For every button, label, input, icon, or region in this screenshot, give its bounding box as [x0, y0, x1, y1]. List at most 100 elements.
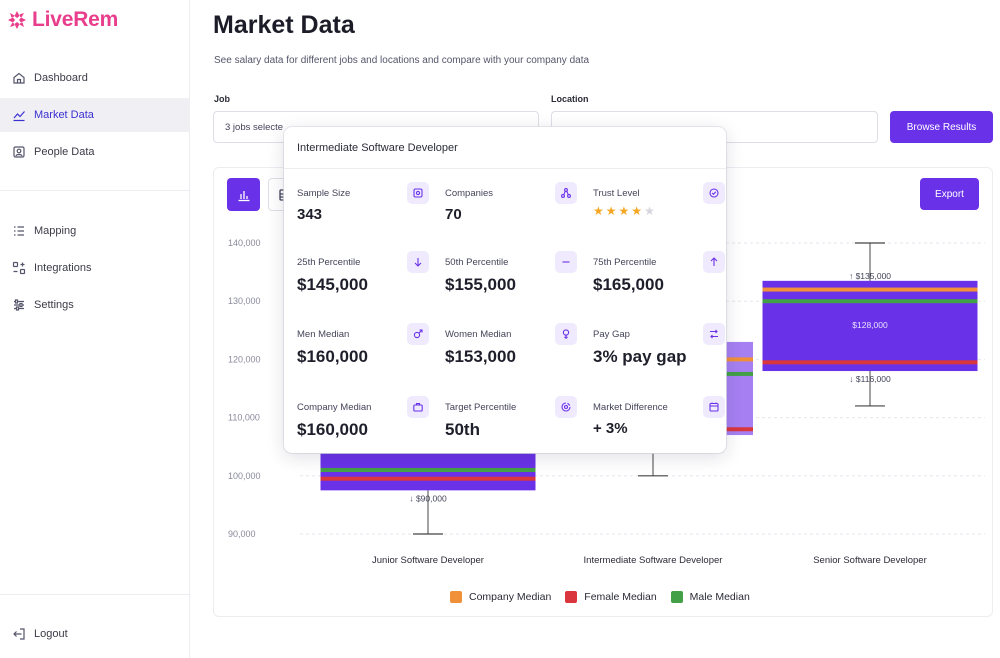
stat-label: 25th Percentile [297, 257, 361, 268]
list-icon [12, 224, 26, 238]
stat-75th-percentile: 75th Percentile $165,000 [593, 251, 725, 295]
stat-label: 50th Percentile [445, 257, 509, 268]
sidebar-item-settings[interactable]: Settings [0, 288, 190, 322]
stat-value: $155,000 [445, 275, 516, 294]
stat-50th-percentile: 50th Percentile $155,000 [445, 251, 577, 295]
star-filled-icon: ★ [593, 204, 604, 218]
box-3 [762, 280, 978, 372]
box-icon [407, 182, 429, 204]
sidebar-item-people-data[interactable]: People Data [0, 135, 190, 169]
secondary-nav: Mapping Integrations Settings [0, 214, 190, 325]
sidebar-item-label: Integrations [34, 262, 92, 274]
stat-pay-gap: Pay Gap 3% pay gap [593, 323, 725, 367]
stat-value: $145,000 [297, 275, 368, 294]
arrow-down-icon [407, 251, 429, 273]
legend-item-male-median[interactable]: Male Median [670, 591, 750, 603]
tooltip-divider [284, 168, 726, 169]
sidebar-item-market-data[interactable]: Market Data [0, 98, 190, 132]
stat-target-percentile: Target Percentile 50th [445, 396, 577, 440]
sidebar-item-label: People Data [34, 146, 95, 158]
x-category-label: Intermediate Software Developer [584, 555, 723, 566]
sidebar-item-integrations[interactable]: Integrations [0, 251, 190, 285]
sidebar-item-dashboard[interactable]: Dashboard [0, 61, 190, 95]
page-title: Market Data [213, 11, 355, 39]
export-button[interactable]: Export [920, 178, 979, 210]
legend-swatch [670, 591, 683, 603]
stat-value: 3% pay gap [593, 347, 687, 366]
primary-nav: Dashboard Market Data People Data [0, 61, 190, 172]
network-icon [555, 182, 577, 204]
y-tick-label: 120,000 [228, 354, 261, 364]
star-filled-icon: ★ [631, 204, 643, 218]
logout-nav: Logout [0, 617, 190, 654]
job-label: Job [214, 94, 231, 104]
male-icon [407, 323, 429, 345]
stats-tooltip: Intermediate Software Developer Sample S… [284, 127, 726, 453]
sidebar-item-logout[interactable]: Logout [0, 617, 190, 651]
y-tick-label: 140,000 [228, 238, 261, 248]
trust-level-rating: ★ ★ ★ ★ ★ [593, 205, 725, 217]
female-median-line [320, 476, 536, 481]
sidebar-divider [0, 190, 190, 191]
sidebar-item-label: Settings [34, 299, 74, 311]
y-tick-label: 90,000 [228, 529, 256, 539]
location-label: Location [551, 94, 589, 104]
stat-value: $160,000 [297, 420, 368, 439]
logo-text: LiveRem [32, 8, 119, 31]
logout-icon [12, 627, 26, 641]
bar-chart-icon [238, 190, 249, 201]
stat-label: Trust Level [593, 188, 640, 199]
stat-market-difference: Market Difference + 3% [593, 396, 725, 437]
arrow-up-icon [703, 251, 725, 273]
company-median-line [762, 287, 978, 292]
stat-label: Companies [445, 188, 494, 199]
star-empty-icon: ★ [644, 204, 655, 218]
male-median-line [320, 467, 536, 472]
y-tick-label: 130,000 [228, 296, 261, 306]
median-value-label: $128,000 [852, 320, 888, 330]
female-median-line [762, 360, 978, 365]
stat-value: $160,000 [297, 347, 368, 366]
stat-value: + 3% [593, 420, 628, 437]
min-value-label: ↓ $90,000 [409, 493, 447, 503]
stat-companies: Companies 70 [445, 182, 577, 223]
sidebar-item-label: Logout [34, 628, 68, 640]
min-value-label: ↓ $116,000 [849, 374, 891, 384]
stat-trust-level: Trust Level ★ ★ ★ ★ ★ [593, 182, 725, 217]
stat-label: 75th Percentile [593, 257, 657, 268]
integrations-icon [12, 261, 26, 275]
stat-men-median: Men Median $160,000 [297, 323, 429, 367]
browse-results-button[interactable]: Browse Results [890, 111, 993, 143]
logo-mark-icon [6, 9, 28, 31]
legend-swatch [565, 591, 578, 603]
chart-line-icon [12, 108, 26, 122]
legend-item-company-median[interactable]: Company Median [450, 591, 551, 603]
calendar-icon [703, 396, 725, 418]
sidebar-item-mapping[interactable]: Mapping [0, 214, 190, 248]
people-data-icon [12, 145, 26, 159]
stat-label: Women Median [445, 329, 512, 340]
stat-sample-size: Sample Size 343 [297, 182, 429, 223]
star-filled-icon: ★ [605, 204, 617, 218]
stat-label: Men Median [297, 329, 350, 340]
home-icon [12, 71, 26, 85]
pay-gap-icon [703, 323, 725, 345]
stat-women-median: Women Median $153,000 [445, 323, 577, 367]
stat-label: Sample Size [297, 188, 351, 199]
x-category-label: Junior Software Developer [372, 555, 484, 566]
sidebar-item-label: Market Data [34, 109, 94, 121]
briefcase-icon [407, 396, 429, 418]
legend-label: Female Median [584, 591, 657, 603]
minus-icon [555, 251, 577, 273]
stat-label: Market Difference [593, 402, 668, 413]
stat-label: Pay Gap [593, 329, 630, 340]
bar-chart-toggle[interactable] [227, 178, 260, 211]
logo[interactable]: LiveRem [6, 7, 118, 33]
sidebar-item-label: Dashboard [34, 72, 88, 84]
stat-25th-percentile: 25th Percentile $145,000 [297, 251, 429, 295]
legend-item-female-median[interactable]: Female Median [565, 591, 657, 603]
job-select-value: 3 jobs selecte [225, 121, 284, 133]
stat-value: $165,000 [593, 275, 664, 294]
star-filled-icon: ★ [618, 204, 630, 218]
shield-check-icon [703, 182, 725, 204]
